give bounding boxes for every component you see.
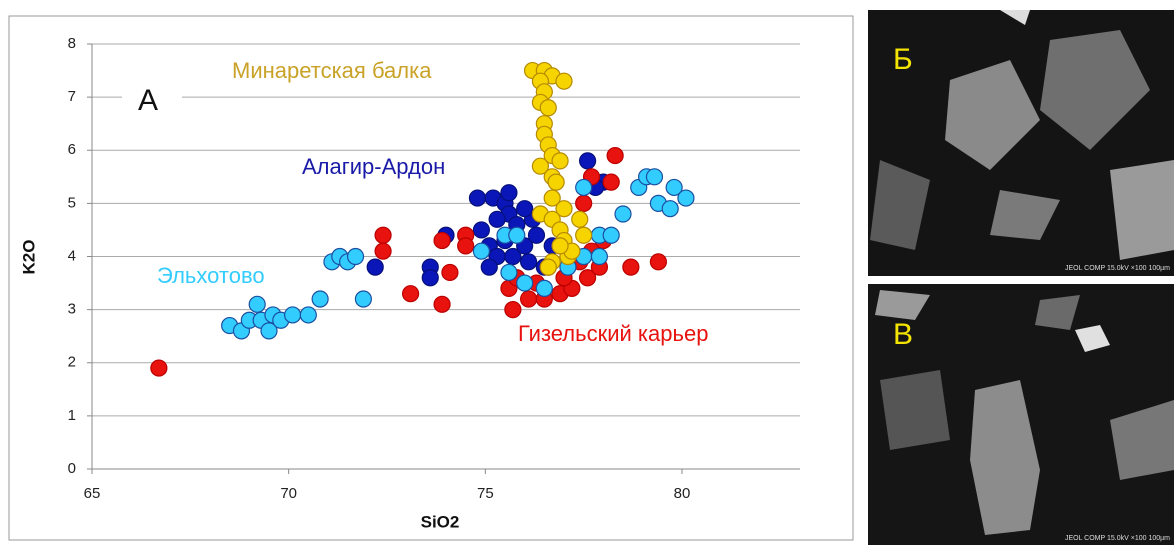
y-tick-label: 8 (68, 35, 76, 52)
data-point (442, 264, 458, 280)
x-tick-label: 80 (674, 485, 691, 502)
data-point (501, 185, 517, 201)
data-point (501, 264, 517, 280)
mineral-grain (1110, 160, 1174, 260)
y-tick-label: 5 (68, 194, 76, 211)
data-point (646, 169, 662, 185)
data-point (536, 280, 552, 296)
panel-label: Б (893, 43, 913, 76)
series-label: Минаретская балка (232, 58, 432, 83)
data-point (603, 227, 619, 243)
series-label: Алагир-Ардон (302, 154, 445, 179)
data-point (540, 259, 556, 275)
data-point (548, 174, 564, 190)
micrograph-b (868, 10, 1174, 276)
data-point (458, 238, 474, 254)
data-point (285, 307, 301, 323)
x-axis-title: SiO2 (421, 512, 460, 531)
x-tick-label: 70 (280, 485, 297, 502)
data-point (576, 195, 592, 211)
data-point (552, 153, 568, 169)
series-label: Гизельский карьер (518, 321, 708, 346)
data-point (312, 291, 328, 307)
data-point (603, 174, 619, 190)
data-point (517, 201, 533, 217)
data-point (650, 254, 666, 270)
y-tick-label: 1 (68, 407, 76, 424)
series-label: Эльхотово (157, 263, 265, 288)
data-point (422, 270, 438, 286)
data-point (481, 259, 497, 275)
data-point (375, 243, 391, 259)
data-point (473, 222, 489, 238)
y-tick-label: 0 (68, 460, 76, 477)
data-point (521, 291, 537, 307)
x-tick-label: 65 (84, 485, 101, 502)
data-point (662, 201, 678, 217)
data-point (623, 259, 639, 275)
data-point (489, 211, 505, 227)
data-point (576, 179, 592, 195)
y-tick-label: 2 (68, 354, 76, 371)
data-point (151, 360, 167, 376)
micrograph-caption: JEOL COMP 15.0kV ×100 100µm (1065, 535, 1170, 542)
data-point (403, 286, 419, 302)
data-point (249, 296, 265, 312)
data-point (505, 302, 521, 318)
data-point (521, 254, 537, 270)
y-tick-label: 7 (68, 88, 76, 105)
panel-label: А (138, 84, 158, 117)
data-point (678, 190, 694, 206)
data-point (576, 227, 592, 243)
data-point (509, 227, 525, 243)
data-point (556, 73, 572, 89)
data-point (375, 227, 391, 243)
data-point (517, 275, 533, 291)
mineral-grain (880, 370, 950, 450)
data-point (528, 227, 544, 243)
data-point (367, 259, 383, 275)
y-tick-label: 6 (68, 141, 76, 158)
y-tick-label: 3 (68, 301, 76, 318)
data-point (300, 307, 316, 323)
data-point (434, 296, 450, 312)
data-point (591, 249, 607, 265)
y-axis-title: K2O (19, 240, 38, 275)
y-tick-label: 4 (68, 247, 76, 264)
micrograph-caption: JEOL COMP 15.0kV ×100 100µm (1065, 265, 1170, 272)
data-point (572, 211, 588, 227)
x-tick-label: 75 (477, 485, 494, 502)
data-point (615, 206, 631, 222)
data-point (580, 153, 596, 169)
data-point (469, 190, 485, 206)
data-point (434, 233, 450, 249)
data-point (473, 243, 489, 259)
page: Б JEOL COMP 15.0kV ×100 100µm В JEOL COM… (0, 0, 1174, 550)
figure: Б JEOL COMP 15.0kV ×100 100µm В JEOL COM… (0, 0, 1174, 545)
data-point (348, 249, 364, 265)
data-point (552, 238, 568, 254)
panel-label: В (893, 318, 913, 351)
micrograph-v (868, 284, 1174, 545)
data-point (607, 148, 623, 164)
data-point (540, 100, 556, 116)
data-point (355, 291, 371, 307)
